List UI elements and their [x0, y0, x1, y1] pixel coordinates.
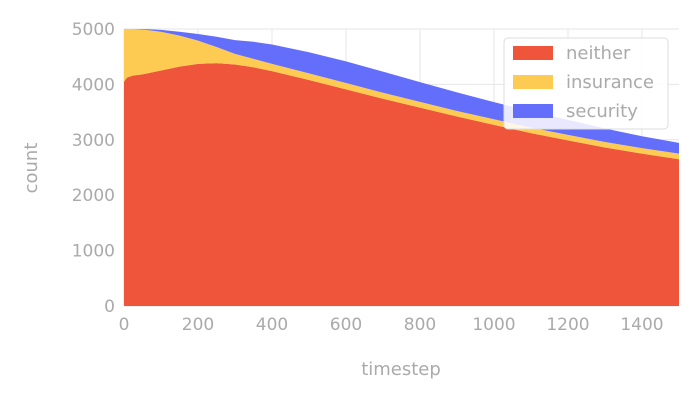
- x-tick-label: 0: [119, 315, 130, 335]
- x-tick-label: 200: [182, 315, 214, 335]
- x-tick-label: 1200: [546, 315, 589, 335]
- legend-label-neither: neither: [566, 43, 631, 64]
- x-axis: 0 200 400 600 800 1000 1200 1400: [119, 315, 664, 335]
- legend: neither insurance security: [503, 37, 669, 130]
- legend-swatch-insurance: [513, 75, 553, 89]
- legend-swatch-security: [513, 104, 553, 118]
- y-tick-label: 0: [104, 297, 115, 317]
- y-tick-label: 1000: [72, 242, 115, 262]
- legend-label-security: security: [566, 101, 638, 122]
- legend-label-insurance: insurance: [566, 72, 654, 93]
- y-axis: 0 1000 2000 3000 4000 5000: [72, 20, 115, 317]
- x-axis-title: timestep: [361, 359, 441, 380]
- x-tick-label: 1000: [472, 315, 515, 335]
- x-tick-label: 600: [330, 315, 362, 335]
- y-tick-label: 2000: [72, 186, 115, 206]
- y-tick-label: 5000: [72, 20, 115, 40]
- x-tick-label: 1400: [620, 315, 663, 335]
- y-axis-title: count: [21, 143, 42, 194]
- y-tick-label: 4000: [72, 75, 115, 95]
- legend-swatch-neither: [513, 46, 553, 60]
- x-tick-label: 400: [256, 315, 288, 335]
- area-neither: [124, 63, 679, 306]
- area-insurance: [124, 29, 679, 160]
- x-tick-label: 800: [404, 315, 436, 335]
- y-tick-label: 3000: [72, 131, 115, 151]
